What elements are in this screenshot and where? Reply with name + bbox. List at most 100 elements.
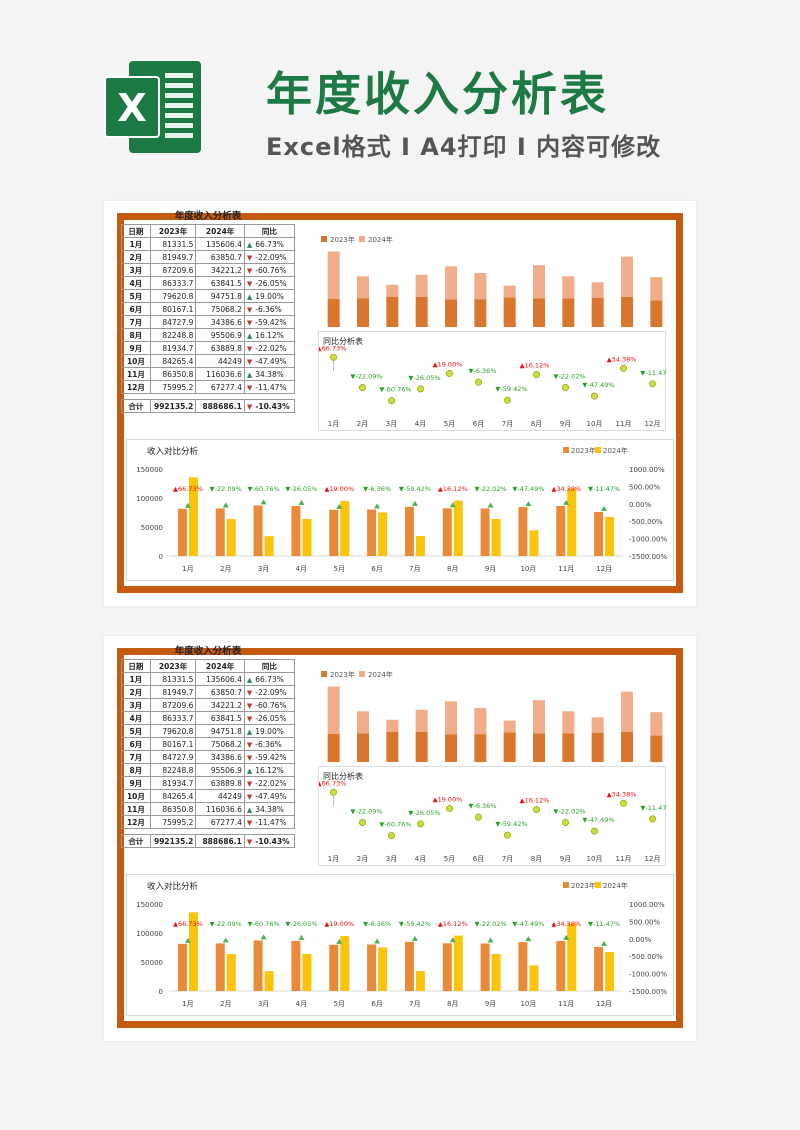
y2-tick-label: 500.00% bbox=[629, 918, 660, 926]
value-2023-cell: 87209.6 bbox=[149, 263, 197, 277]
yoy-cell: ▼ -10.43% bbox=[243, 834, 296, 848]
bar-2024 bbox=[621, 256, 633, 297]
table-row: 8月 82248.8 95506.9 ▲ 16.12% bbox=[121, 763, 296, 777]
y-tick-label: 50000 bbox=[141, 959, 163, 967]
bar-2024 bbox=[591, 717, 604, 733]
bar-2024 bbox=[474, 273, 487, 300]
marker-triangle bbox=[411, 935, 418, 941]
yoy-value: -10.43% bbox=[255, 836, 290, 846]
y-tick-label: 100000 bbox=[136, 930, 163, 938]
month-cell: 1月 bbox=[121, 672, 151, 686]
value-2023-cell: 84727.9 bbox=[149, 315, 197, 329]
value-2023-cell: 75995.2 bbox=[149, 815, 197, 829]
yoy-data-label: ▼-6.36% bbox=[469, 802, 497, 810]
arrow-down-icon: ▼ bbox=[246, 714, 253, 723]
yoy-marker bbox=[648, 380, 656, 388]
yoy-cell: ▼ -11.47% bbox=[243, 380, 296, 394]
bar-2024 bbox=[453, 935, 463, 991]
table-row: 5月 79620.8 94751.8 ▲ 19.00% bbox=[121, 289, 296, 303]
table-row: 1月 81331.5 135606.4 ▲ 66.73% bbox=[121, 672, 296, 686]
table-row: 4月 86333.7 63841.5 ▼ -26.05% bbox=[121, 276, 296, 290]
arrow-down-icon: ▼ bbox=[246, 837, 253, 846]
y2-tick-label: 1000.00% bbox=[629, 466, 665, 474]
bar-2024 bbox=[529, 530, 539, 556]
table-header-cell: 同比 bbox=[243, 659, 296, 673]
yoy-value: -60.76% bbox=[255, 700, 287, 710]
bar-2024 bbox=[621, 691, 633, 732]
yoy-cell: ▲ 34.38% bbox=[243, 802, 296, 816]
yoy-chart-title: 同比分析表 bbox=[323, 771, 363, 781]
month-cell: 10月 bbox=[121, 354, 151, 368]
x-tick-label: 11月 bbox=[558, 565, 574, 573]
x-tick-label: 5月 bbox=[444, 855, 455, 863]
yoy-marker bbox=[388, 397, 396, 405]
yoy-value: -6.36% bbox=[255, 304, 282, 314]
value-2023-cell: 81934.7 bbox=[149, 341, 197, 355]
bar-2024 bbox=[605, 516, 615, 556]
table-total-row: 合计 992135.2 888686.1 ▼ -10.43% bbox=[121, 834, 296, 848]
value-2023-cell: 82248.8 bbox=[149, 328, 197, 342]
month-cell: 合计 bbox=[121, 834, 151, 848]
y2-tick-label: -500.00% bbox=[629, 518, 663, 526]
bar-2024 bbox=[453, 500, 463, 556]
bar-2023 bbox=[215, 943, 225, 991]
x-tick-label: 6月 bbox=[371, 565, 382, 573]
x-tick-label: 3月 bbox=[386, 855, 397, 863]
x-tick-label: 9月 bbox=[485, 565, 496, 573]
value-2023-cell: 80167.1 bbox=[149, 302, 197, 316]
value-2023-cell: 79620.8 bbox=[149, 724, 197, 738]
bar-2023 bbox=[503, 297, 516, 327]
y2-tick-label: 500.00% bbox=[629, 483, 660, 491]
marker-triangle bbox=[222, 937, 229, 943]
yoy-marker bbox=[475, 813, 483, 821]
bar-2023 bbox=[327, 298, 340, 327]
bar-2023 bbox=[291, 940, 301, 991]
stacked-bar-chart: 2023年2024年1月2月3月4月5月6月7月8月9月10月11月12月 bbox=[319, 231, 671, 346]
marker-triangle bbox=[336, 503, 343, 509]
table-row: 9月 81934.7 63889.8 ▼ -22.02% bbox=[121, 341, 296, 355]
bar-2023 bbox=[556, 940, 566, 991]
yoy-data-label: ▼-11.47% bbox=[588, 920, 620, 928]
bar-2024 bbox=[650, 712, 663, 736]
yoy-data-label: ▼-47.49% bbox=[512, 485, 544, 493]
yoy-marker bbox=[330, 353, 338, 361]
income-compare-chart: 收入对比分析 2023年 2024年 150000 100000 50000 0 1000.0… bbox=[126, 439, 674, 581]
yoy-data-label: ▼-22.02% bbox=[475, 920, 507, 928]
yoy-marker bbox=[590, 827, 598, 835]
bar-2024 bbox=[327, 251, 340, 299]
yoy-data-label: ▲16.12% bbox=[520, 362, 550, 370]
yoy-cell: ▼ -47.49% bbox=[243, 354, 296, 368]
table-header-cell: 2024年 bbox=[195, 659, 245, 673]
yoy-value: -22.02% bbox=[255, 343, 287, 353]
yoy-cell: ▼ -22.09% bbox=[243, 685, 296, 699]
x-tick-label: 2月 bbox=[357, 855, 368, 863]
yoy-cell: ▼ -60.76% bbox=[243, 263, 296, 277]
arrow-down-icon: ▼ bbox=[246, 818, 253, 827]
yoy-data-label: ▲16.12% bbox=[520, 797, 550, 805]
value-2023-cell: 81934.7 bbox=[149, 776, 197, 790]
marker-triangle bbox=[184, 937, 191, 943]
yoy-data-label: ▼-26.05% bbox=[408, 374, 440, 382]
yoy-data-label: ▼-59.42% bbox=[399, 485, 431, 493]
value-2024-cell: 116036.6 bbox=[195, 802, 245, 816]
yoy-data-label: ▼-11.47% bbox=[640, 369, 667, 377]
bar-2023 bbox=[445, 734, 457, 762]
compare-chart-title: 收入对比分析 bbox=[147, 881, 199, 892]
value-2024-cell: 63850.7 bbox=[195, 250, 245, 264]
bar-2023 bbox=[386, 731, 399, 762]
value-2024-cell: 888686.1 bbox=[195, 834, 245, 848]
yoy-data-label: ▼-6.36% bbox=[363, 485, 391, 493]
arrow-up-icon: ▲ bbox=[246, 240, 253, 249]
bar-2024 bbox=[386, 719, 399, 732]
value-2023-cell: 84265.4 bbox=[149, 789, 197, 803]
yoy-data-label: ▲19.00% bbox=[433, 361, 463, 369]
table-row: 3月 87209.6 34221.2 ▼ -60.76% bbox=[121, 698, 296, 712]
yoy-data-label: ▼-26.05% bbox=[285, 920, 317, 928]
yoy-value: 19.00% bbox=[255, 291, 284, 301]
yoy-value: 66.73% bbox=[255, 239, 284, 249]
month-cell: 1月 bbox=[121, 237, 151, 251]
bar-2023 bbox=[253, 505, 263, 556]
marker-triangle bbox=[411, 500, 418, 506]
x-tick-label: 5月 bbox=[444, 420, 455, 428]
bar-2023 bbox=[621, 731, 633, 762]
